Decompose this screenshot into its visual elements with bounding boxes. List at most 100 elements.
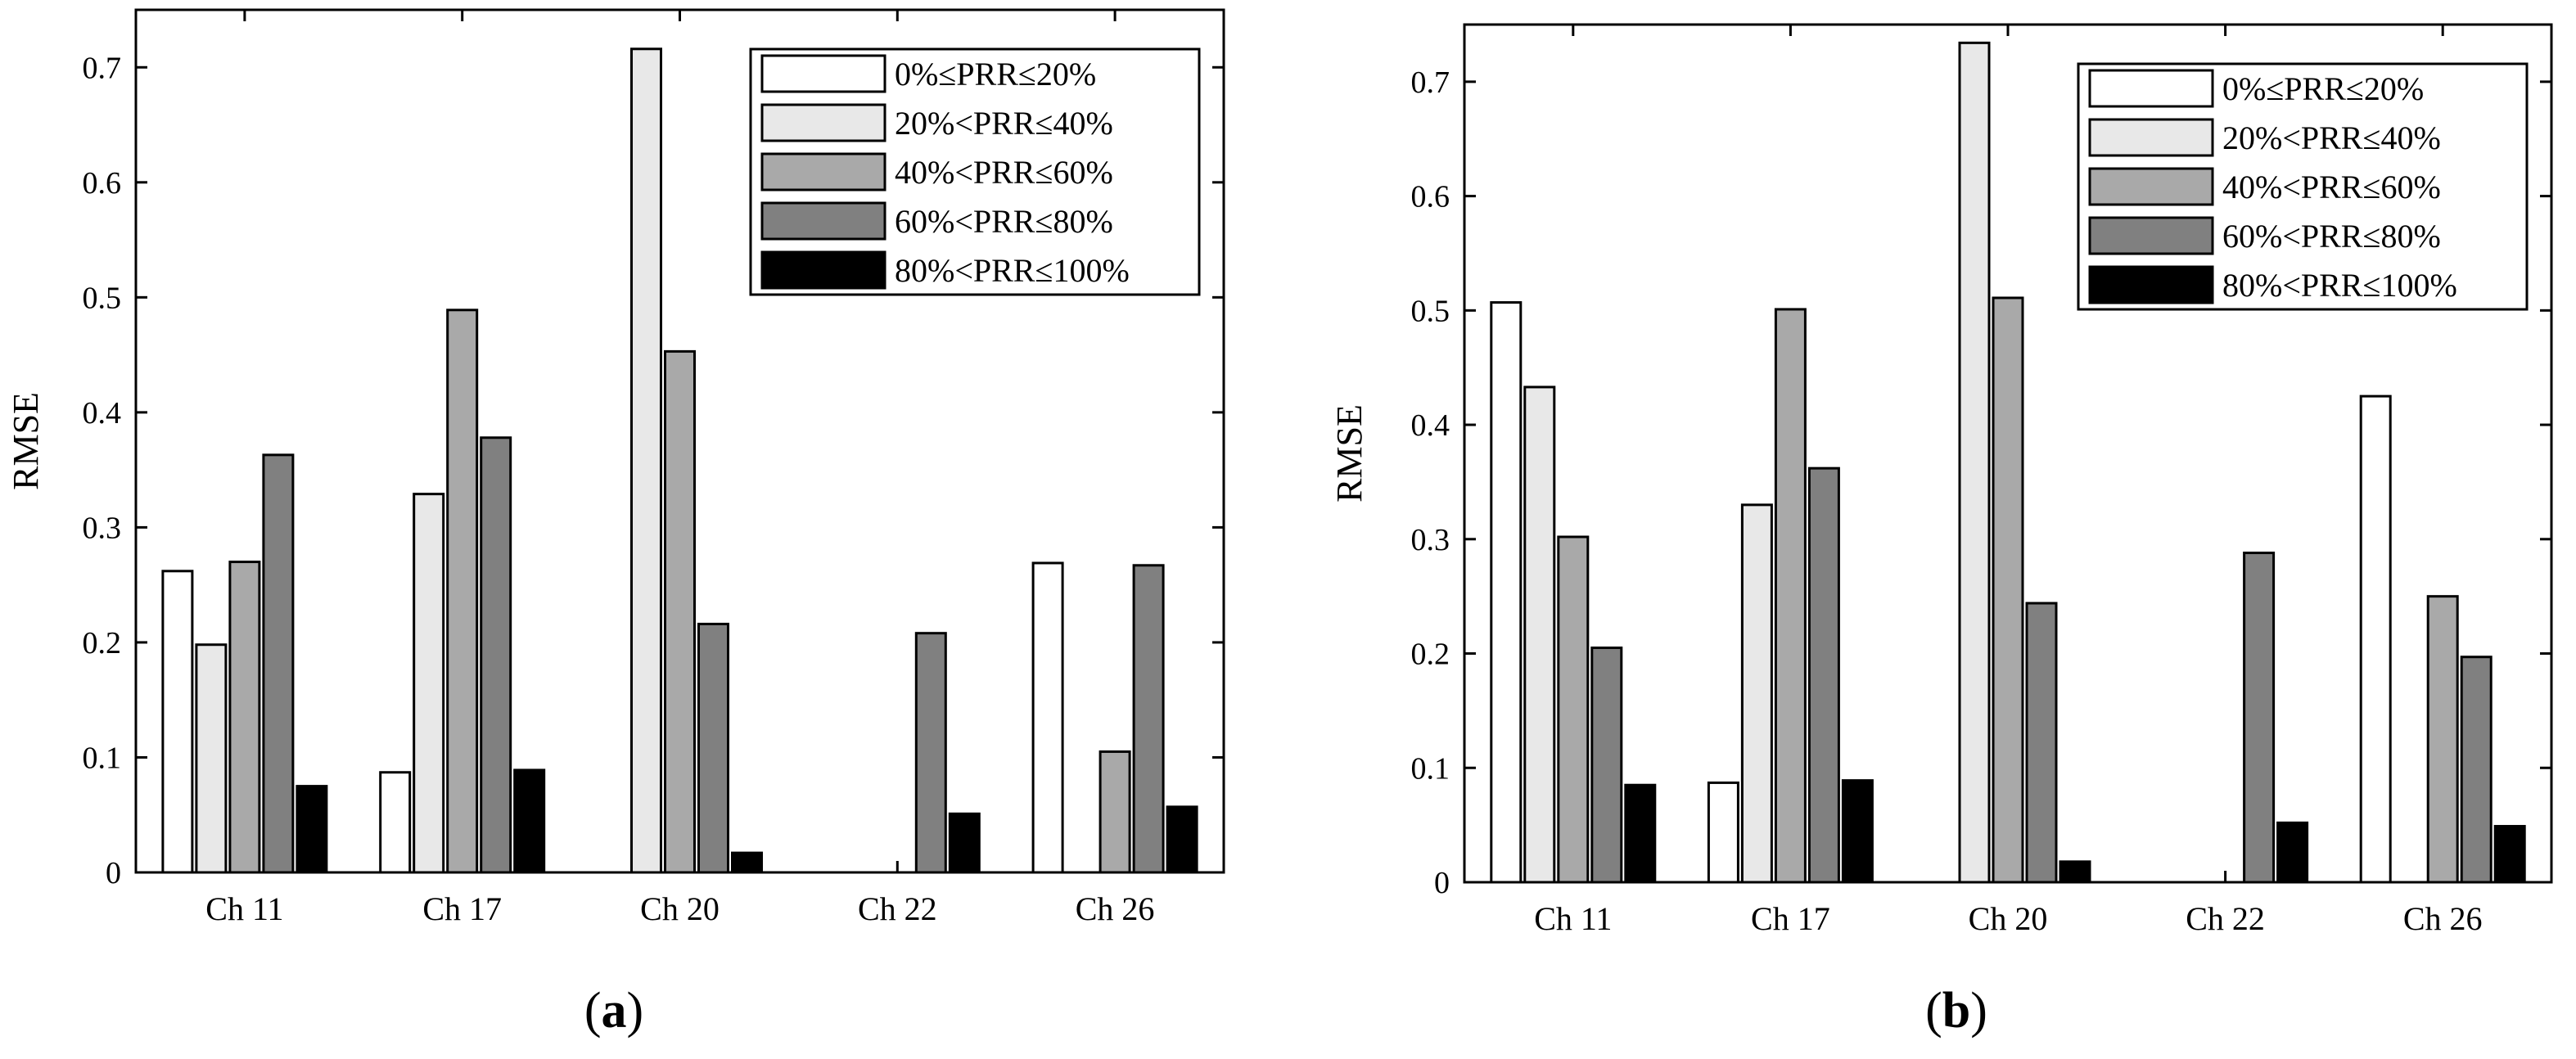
bar (195, 643, 228, 874)
legend-swatch (2088, 167, 2214, 206)
bar (262, 453, 295, 874)
bar (1490, 301, 1523, 884)
legend-label: 40%<PRR≤60% (2222, 169, 2441, 205)
legend-label: 60%<PRR≤80% (2222, 218, 2441, 255)
panel-label-letter: b (1942, 983, 1970, 1039)
y-tick-label: 0.5 (83, 281, 122, 315)
bar (413, 493, 445, 874)
bar (664, 349, 696, 874)
legend: 0%≤PRR≤20% 20%<PRR≤40% 40%<PRR≤60% 60%<PRR≤… (749, 47, 1201, 296)
y-tick-label: 0.2 (1411, 638, 1450, 672)
legend: 0%≤PRR≤20% 20%<PRR≤40% 40%<PRR≤60% 60%<PRR≤… (2077, 62, 2529, 311)
bar (1166, 805, 1198, 874)
bar (228, 561, 261, 874)
x-tick-label: Ch 20 (640, 890, 720, 927)
panel-label-close: ) (1970, 983, 1987, 1039)
y-tick-label: 0.1 (83, 741, 122, 775)
legend-label: 20%<PRR≤40% (2222, 119, 2441, 156)
y-tick-label: 0.4 (83, 396, 122, 430)
bar (1590, 647, 1623, 884)
legend-label: 0%≤PRR≤20% (2222, 70, 2424, 107)
bar (1031, 561, 1064, 874)
y-tick-label: 0 (106, 856, 121, 890)
x-tick-label: Ch 17 (1751, 900, 1830, 937)
y-tick-label: 0.3 (83, 511, 122, 545)
legend-swatch (2088, 265, 2214, 304)
bar (1774, 308, 1807, 884)
y-tick-label: 0.4 (1411, 408, 1450, 443)
legend-label: 40%<PRR≤60% (895, 154, 1113, 191)
x-tick-label: Ch 22 (858, 890, 937, 927)
bar (1707, 781, 1739, 884)
legend-swatch (760, 201, 886, 241)
bar (2059, 860, 2091, 884)
legend-swatch (760, 250, 886, 290)
y-tick-label: 0.6 (1411, 180, 1450, 214)
legend-swatch (2088, 118, 2214, 157)
x-tick-label: Ch 20 (1969, 900, 2048, 937)
bar (1958, 41, 1991, 884)
panel-label-open: ( (584, 983, 602, 1039)
bar (1841, 779, 1874, 884)
chart-panel-b: 0 0.1 0.2 0.3 0.4 0.5 0.6 0.7 RMSE Ch 11 Ch 17 Ch 2… (1329, 23, 2553, 1039)
y-tick-label: 0.3 (1411, 523, 1450, 557)
bar (1624, 783, 1657, 884)
x-tick-label: Ch 17 (422, 890, 502, 927)
legend-label: 20%<PRR≤40% (895, 105, 1113, 142)
y-axis-title: RMSE (6, 392, 46, 490)
chart-panel-a: 0 0.1 0.2 0.3 0.4 0.5 0.6 0.7 RMSE Ch 11 Ch 17 Ch 2… (6, 8, 1225, 1039)
x-tick-label: Ch 26 (2403, 900, 2483, 937)
bar (1807, 466, 1840, 884)
bar (1740, 503, 1773, 884)
panel-label: (a) (584, 983, 643, 1039)
bar (731, 851, 763, 874)
y-tick-label: 0.5 (1411, 294, 1450, 328)
panel-label: (b) (1925, 983, 1987, 1039)
y-tick-label: 0.6 (83, 166, 122, 201)
bar (948, 812, 981, 874)
bar (1099, 750, 1131, 874)
bar (1523, 385, 1556, 884)
bar (2493, 825, 2526, 884)
bar (1992, 296, 2024, 884)
bar (2460, 656, 2493, 884)
legend-label: 80%<PRR≤100% (895, 252, 1130, 289)
bar (630, 47, 662, 874)
bar (2359, 394, 2392, 884)
legend-swatch (760, 152, 886, 192)
x-tick-label: Ch 22 (2186, 900, 2265, 937)
y-axis-title: RMSE (1329, 404, 1369, 502)
legend-swatch (2088, 216, 2214, 255)
bar (480, 436, 512, 874)
x-tick-label: Ch 11 (1534, 900, 1612, 937)
y-tick-label: 0.7 (83, 51, 122, 85)
bar (446, 309, 479, 874)
legend-swatch (760, 103, 886, 142)
legend-label: 80%<PRR≤100% (2222, 267, 2457, 304)
bar (513, 768, 546, 874)
x-tick-label: Ch 11 (205, 890, 283, 927)
y-tick-label: 0.2 (83, 626, 122, 660)
bar (1132, 564, 1165, 874)
bar (2426, 595, 2459, 884)
bar (914, 632, 947, 874)
legend-swatch (2088, 69, 2214, 108)
bar (295, 785, 328, 874)
panel-label-close: ) (627, 983, 644, 1039)
legend-label: 0%≤PRR≤20% (895, 56, 1096, 92)
y-tick-label: 0.1 (1411, 751, 1450, 786)
bar (697, 622, 729, 874)
y-tick-label: 0 (1434, 866, 1450, 900)
y-tick-label: 0.7 (1411, 65, 1450, 100)
bar (379, 771, 412, 874)
legend-swatch (760, 54, 886, 93)
x-tick-label: Ch 26 (1076, 890, 1155, 927)
bar (2276, 821, 2309, 884)
bar (1557, 535, 1590, 884)
panel-label-letter: a (602, 983, 627, 1039)
bar (2243, 552, 2276, 884)
bar (2025, 602, 2058, 884)
bar (161, 570, 194, 874)
legend-label: 60%<PRR≤80% (895, 203, 1113, 240)
